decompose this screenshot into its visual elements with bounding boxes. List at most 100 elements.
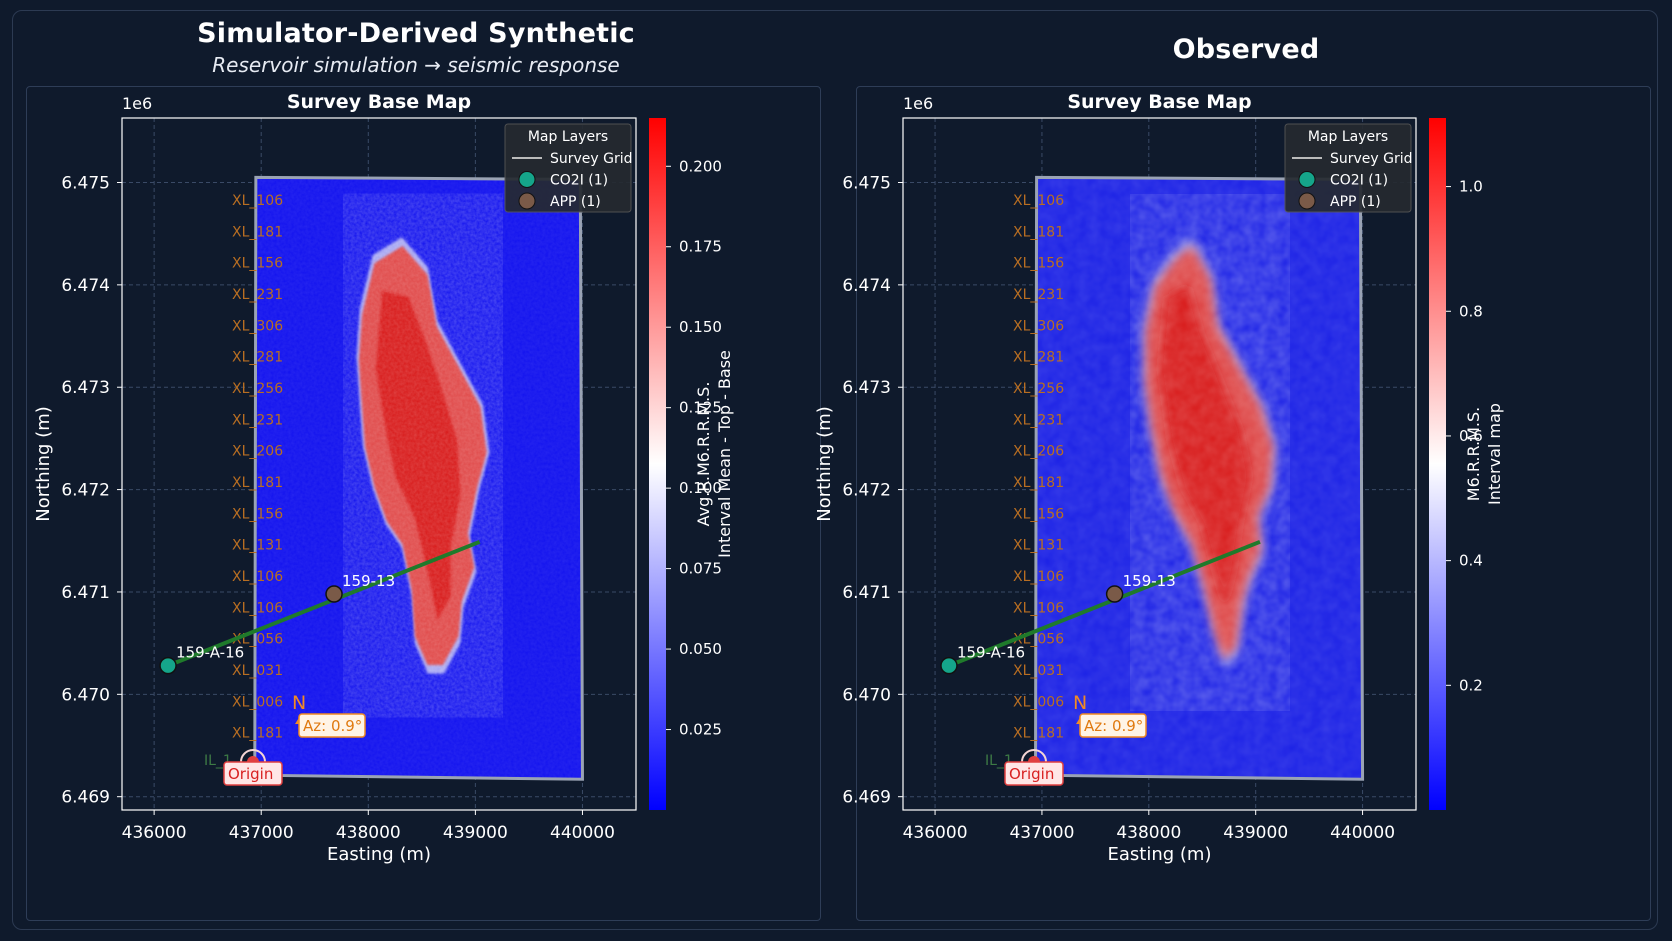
legend-title: Map Layers xyxy=(1308,129,1388,145)
colorbar-tick-label: 0.025 xyxy=(679,721,722,739)
well-marker-co2i xyxy=(159,656,177,675)
crossline-label: XL_181 xyxy=(1013,475,1064,491)
heatmap-field xyxy=(1035,177,1363,780)
colorbar-tick-label: 0.150 xyxy=(679,318,722,336)
colorbar-tick-label: 0.2 xyxy=(1459,676,1483,694)
well-label: 159-A-16 xyxy=(176,644,244,662)
y-tick-label: 6.472 xyxy=(842,481,891,501)
x-axis-label: Easting (m) xyxy=(1108,844,1212,865)
colorbar xyxy=(649,118,666,810)
colorbar-tick-label: 0.050 xyxy=(679,640,722,658)
y-axis-label: Northing (m) xyxy=(33,406,54,521)
y-tick-label: 6.469 xyxy=(61,788,110,808)
heatmap-field xyxy=(254,177,583,780)
panel-subtitle-synthetic: Reservoir simulation → seismic response xyxy=(212,53,620,77)
plume-texture xyxy=(356,237,490,674)
x-tick-label: 438000 xyxy=(336,823,401,843)
x-tick-label: 437000 xyxy=(1009,823,1074,843)
colorbar-tick-label: 1.0 xyxy=(1459,178,1483,196)
crossline-label: XL_256 xyxy=(232,381,283,397)
y-tick-label: 6.474 xyxy=(842,276,891,296)
x-tick-label: 439000 xyxy=(1223,823,1288,843)
crossline-label: XL_231 xyxy=(1013,287,1064,303)
chart-title: Survey Base Map xyxy=(287,91,471,113)
crossline-label: XL_306 xyxy=(232,318,283,334)
colorbar-tick-label: 0.125 xyxy=(679,399,722,417)
colorbar-label: M6.R.R.M.S. xyxy=(1464,407,1483,501)
legend-marker-swatch xyxy=(518,192,536,210)
azimuth-box xyxy=(1079,713,1147,738)
legend-entry-label: Survey Grid xyxy=(550,151,633,167)
y-tick-label: 6.470 xyxy=(842,685,891,705)
legend-entry-label: APP (1) xyxy=(1330,194,1381,210)
crossline-label: XL_181 xyxy=(232,726,283,742)
colorbar xyxy=(1429,118,1446,810)
legend-entry-label: CO2I (1) xyxy=(550,173,608,189)
panel-heading-observed: Observed xyxy=(856,34,1636,65)
crossline-label: XL_106 xyxy=(232,600,283,616)
colorbar-tick-label: 0.075 xyxy=(679,560,722,578)
crossline-label: XL_281 xyxy=(232,350,283,366)
colorbar-label: Avg.R.M6.R.R.M.S. xyxy=(694,382,713,527)
plot-border xyxy=(121,117,637,811)
legend-title: Map Layers xyxy=(528,129,608,145)
colorbar-tick-label: 0.8 xyxy=(1459,302,1483,320)
plot-border xyxy=(902,117,1417,811)
azimuth-label: Az: 0.9° xyxy=(1084,717,1143,735)
legend-box xyxy=(504,123,632,213)
legend-box xyxy=(1284,123,1412,213)
survey-grid-outline xyxy=(253,175,584,781)
x-tick-label: 436000 xyxy=(903,823,968,843)
well-marker-app xyxy=(1105,585,1124,603)
crossline-label: XL_306 xyxy=(1013,318,1064,334)
x-tick-label: 437000 xyxy=(229,823,294,843)
colorbar-tick-label: 0.100 xyxy=(679,479,722,497)
crossline-label: XL_106 xyxy=(1013,600,1064,616)
well-label: 159-13 xyxy=(1123,572,1176,590)
origin-label: Origin xyxy=(228,765,273,783)
panel-observed xyxy=(856,86,1651,921)
colorbar-tick-label: 0.175 xyxy=(679,238,722,256)
legend-marker-swatch xyxy=(1298,171,1316,188)
origin-label: Origin xyxy=(1009,765,1054,783)
y-tick-label: 6.474 xyxy=(61,276,110,296)
survey-grid-outline xyxy=(1034,175,1365,781)
crossline-label: XL_231 xyxy=(232,412,283,428)
x-axis-label: Easting (m) xyxy=(327,844,431,865)
y-tick-label: 6.470 xyxy=(61,685,110,705)
azimuth-box xyxy=(298,713,366,738)
crossline-label: XL_181 xyxy=(232,224,283,240)
y-tick-label: 6.473 xyxy=(842,378,891,398)
colorbar-label: Interval map xyxy=(1485,403,1504,505)
crossline-label: XL_106 xyxy=(1013,569,1064,585)
crossline-label: XL_156 xyxy=(1013,256,1064,272)
figure-frame xyxy=(12,10,1658,930)
colorbar-tick-label: 0.4 xyxy=(1459,552,1483,570)
colorbar-label: Interval Mean - Top - Base xyxy=(715,350,734,558)
crossline-label: XL_006 xyxy=(232,694,283,710)
crossline-label: XL_156 xyxy=(232,506,283,522)
crossline-label: XL_156 xyxy=(232,256,283,272)
crossline-label: XL_181 xyxy=(1013,726,1064,742)
y-tick-label: 6.475 xyxy=(842,173,891,193)
well-trajectory xyxy=(167,539,481,668)
chart-title: Survey Base Map xyxy=(1067,91,1251,113)
crossline-label: XL_031 xyxy=(1013,663,1064,679)
x-tick-label: 440000 xyxy=(1330,823,1395,843)
crossline-label: XL_181 xyxy=(232,475,283,491)
y-offset-label: 1e6 xyxy=(122,94,152,113)
legend-entry-label: APP (1) xyxy=(550,194,601,210)
y-tick-label: 6.471 xyxy=(61,583,110,603)
y-tick-label: 6.469 xyxy=(842,788,891,808)
crossline-label: XL_106 xyxy=(232,193,283,209)
colorbar-tick-label: 0.6 xyxy=(1459,427,1483,445)
plume-texture xyxy=(1143,237,1277,668)
x-tick-label: 438000 xyxy=(1116,823,1181,843)
north-arrow-label: N xyxy=(1073,692,1087,714)
well-label: 159-13 xyxy=(342,572,395,590)
x-tick-label: 440000 xyxy=(550,823,615,843)
crossline-label: XL_231 xyxy=(1013,412,1064,428)
crossline-label: XL_256 xyxy=(1013,381,1064,397)
